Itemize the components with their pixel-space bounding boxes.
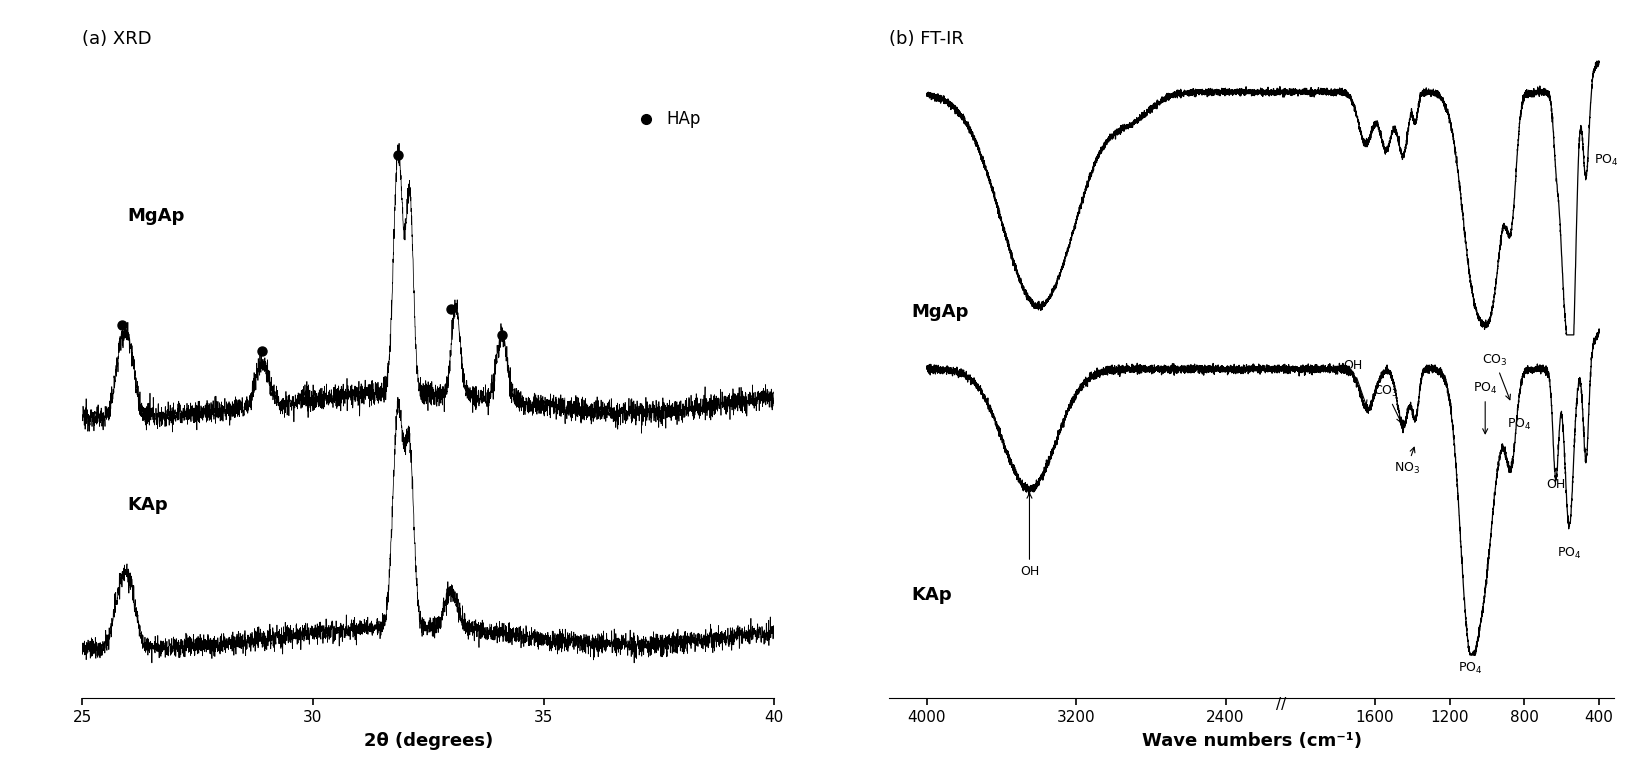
Text: KAp: KAp [911,586,952,604]
Text: OH: OH [1547,477,1566,491]
Text: HAp: HAp [667,111,702,128]
Text: CO$_3$: CO$_3$ [1374,384,1402,423]
Text: NO$_3$: NO$_3$ [1393,447,1420,476]
Text: //: // [1276,697,1286,712]
Text: PO$_4$: PO$_4$ [1594,153,1617,168]
Text: KAp: KAp [127,496,168,514]
Text: (a) XRD: (a) XRD [82,30,152,48]
Text: PO$_4$: PO$_4$ [1556,546,1581,561]
Text: PO$_4$: PO$_4$ [1472,381,1497,434]
Text: MgAp: MgAp [127,207,184,224]
X-axis label: 2θ (degrees): 2θ (degrees) [364,731,492,750]
Text: (b) FT-IR: (b) FT-IR [889,30,963,48]
Text: MgAp: MgAp [911,303,968,321]
Text: OH: OH [1342,359,1367,405]
Text: PO$_4$: PO$_4$ [1458,661,1482,676]
Text: OH: OH [1019,493,1039,578]
Text: CO$_3$: CO$_3$ [1482,353,1510,400]
Text: PO$_4$: PO$_4$ [1507,417,1532,432]
X-axis label: Wave numbers (cm⁻¹): Wave numbers (cm⁻¹) [1141,731,1362,750]
